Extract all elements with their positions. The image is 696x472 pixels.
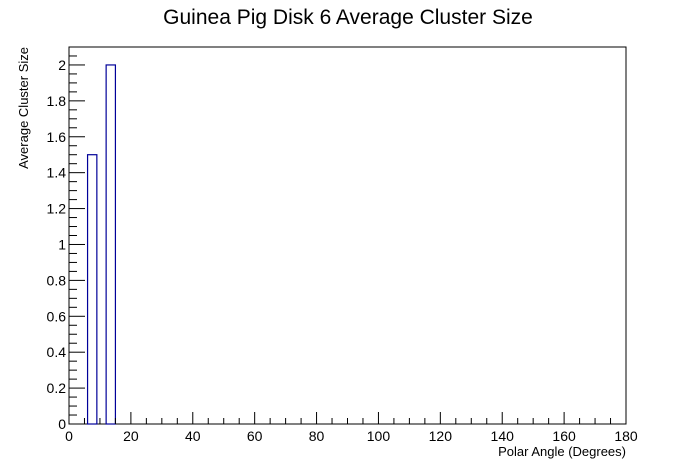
x-tick-label: 100: [367, 428, 391, 444]
y-tick-label: 0.4: [47, 344, 67, 360]
x-tick-label: 20: [123, 428, 139, 444]
y-axis: 0 0.2 0.4 0.6 0.8 1 1.2 1.4 1.6 1.8 2: [47, 46, 85, 432]
y-axis-label: Average Cluster Size: [16, 47, 31, 169]
x-tick-label: 180: [614, 428, 638, 444]
bar-0: [86, 154, 98, 425]
x-tick-label: 140: [491, 428, 515, 444]
bar-1: [105, 64, 117, 425]
x-axis-label: Polar Angle (Degrees): [498, 444, 626, 459]
y-tick-label: 1: [58, 236, 66, 252]
y-tick-label: 2: [58, 57, 66, 73]
y-tick-label: 0.2: [47, 380, 67, 396]
x-tick-label: 160: [552, 428, 576, 444]
x-tick-label: 120: [429, 428, 453, 444]
y-tick-label: 0.8: [47, 272, 67, 288]
y-tick-label: 0: [58, 416, 66, 432]
y-tick-label: 0.6: [47, 308, 67, 324]
plot-frame: [68, 46, 627, 425]
x-tick-label: 80: [309, 428, 325, 444]
x-tick-label: 60: [247, 428, 263, 444]
y-tick-label: 1.2: [47, 201, 67, 217]
x-tick-label: 0: [65, 428, 73, 444]
x-axis: 0 20 40 60 80 100 120 140 160 180: [65, 412, 638, 444]
chart-title: Guinea Pig Disk 6 Average Cluster Size: [163, 6, 533, 29]
bars: [86, 64, 117, 425]
x-tick-label: 40: [185, 428, 201, 444]
y-tick-label: 1.8: [47, 93, 67, 109]
y-tick-label: 1.4: [47, 165, 67, 181]
y-tick-label: 1.6: [47, 129, 67, 145]
